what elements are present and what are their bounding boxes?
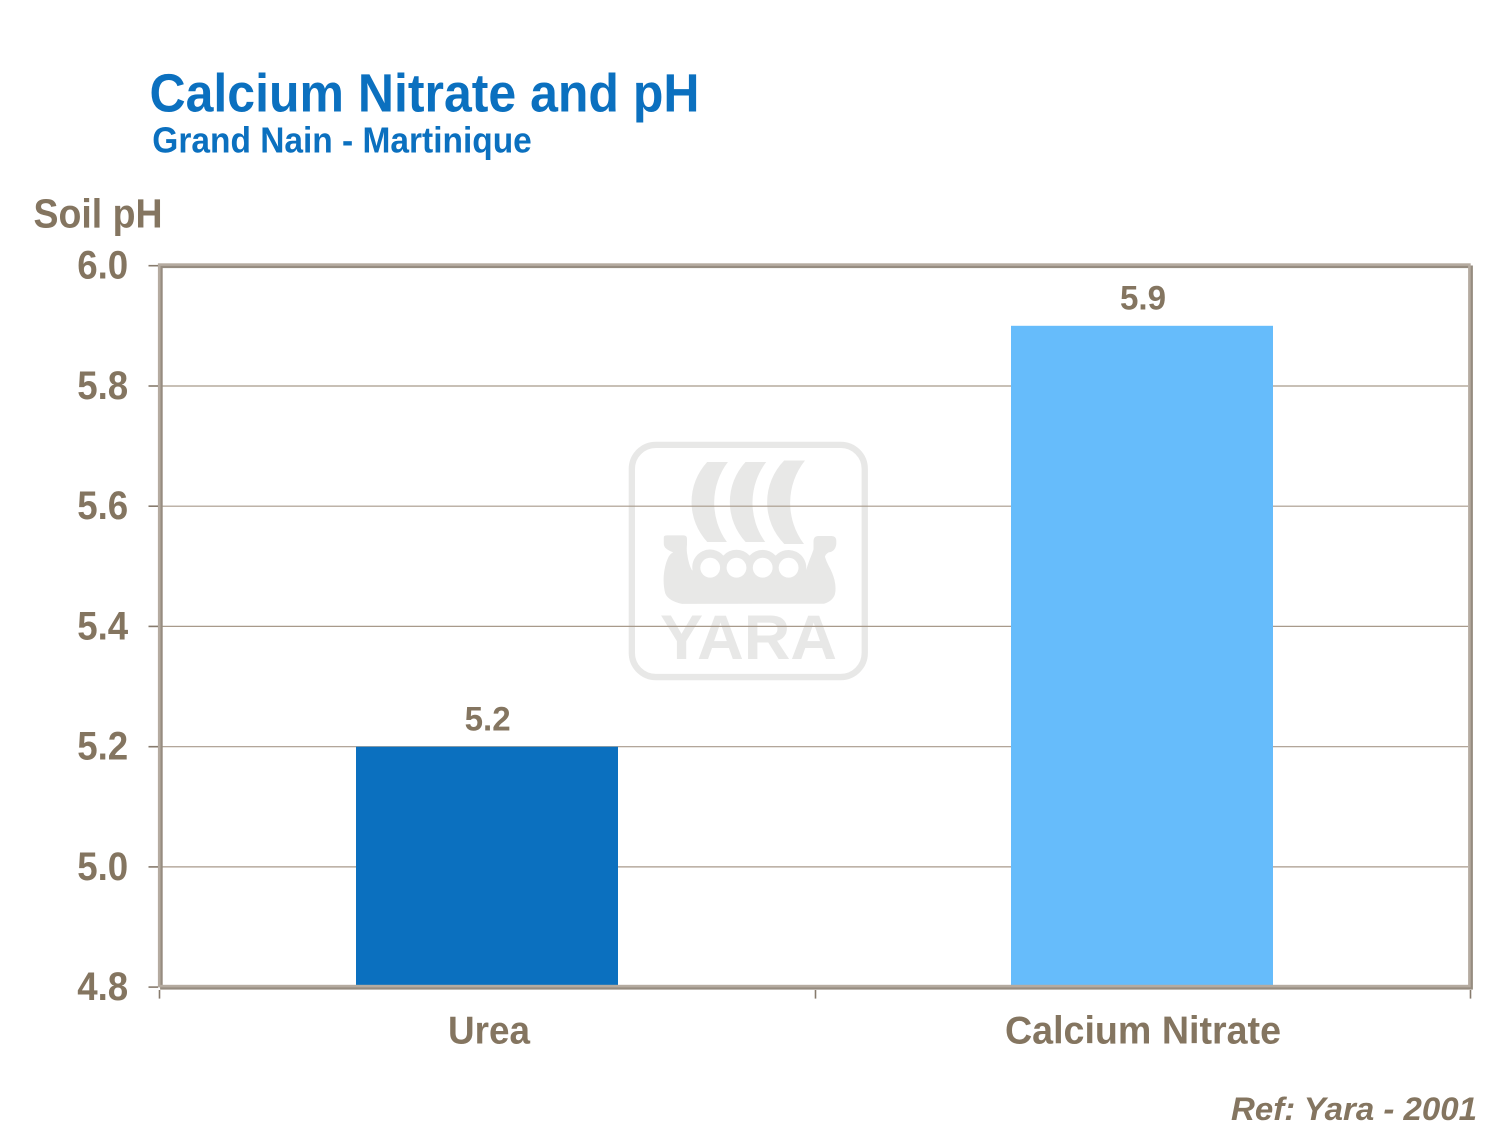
- svg-text:Urea: Urea: [448, 1010, 530, 1053]
- svg-text:5.6: 5.6: [77, 484, 128, 528]
- svg-text:5.9: 5.9: [1120, 280, 1166, 318]
- svg-text:5.2: 5.2: [77, 725, 128, 769]
- svg-text:Calcium Nitrate: Calcium Nitrate: [1005, 1010, 1281, 1053]
- svg-text:YARA: YARA: [660, 603, 837, 673]
- svg-text:5.8: 5.8: [77, 364, 128, 408]
- svg-text:5.4: 5.4: [77, 604, 129, 648]
- svg-text:4.8: 4.8: [77, 965, 128, 1009]
- svg-text:5.0: 5.0: [77, 845, 128, 889]
- svg-text:5.2: 5.2: [465, 701, 511, 739]
- svg-text:Soil pH: Soil pH: [34, 190, 163, 236]
- svg-text:6.0: 6.0: [77, 244, 128, 288]
- svg-text:Calcium Nitrate and pH: Calcium Nitrate and pH: [150, 64, 700, 124]
- svg-text:Grand Nain - Martinique: Grand Nain - Martinique: [152, 120, 532, 161]
- svg-text:Ref: Yara - 2001: Ref: Yara - 2001: [1231, 1091, 1477, 1126]
